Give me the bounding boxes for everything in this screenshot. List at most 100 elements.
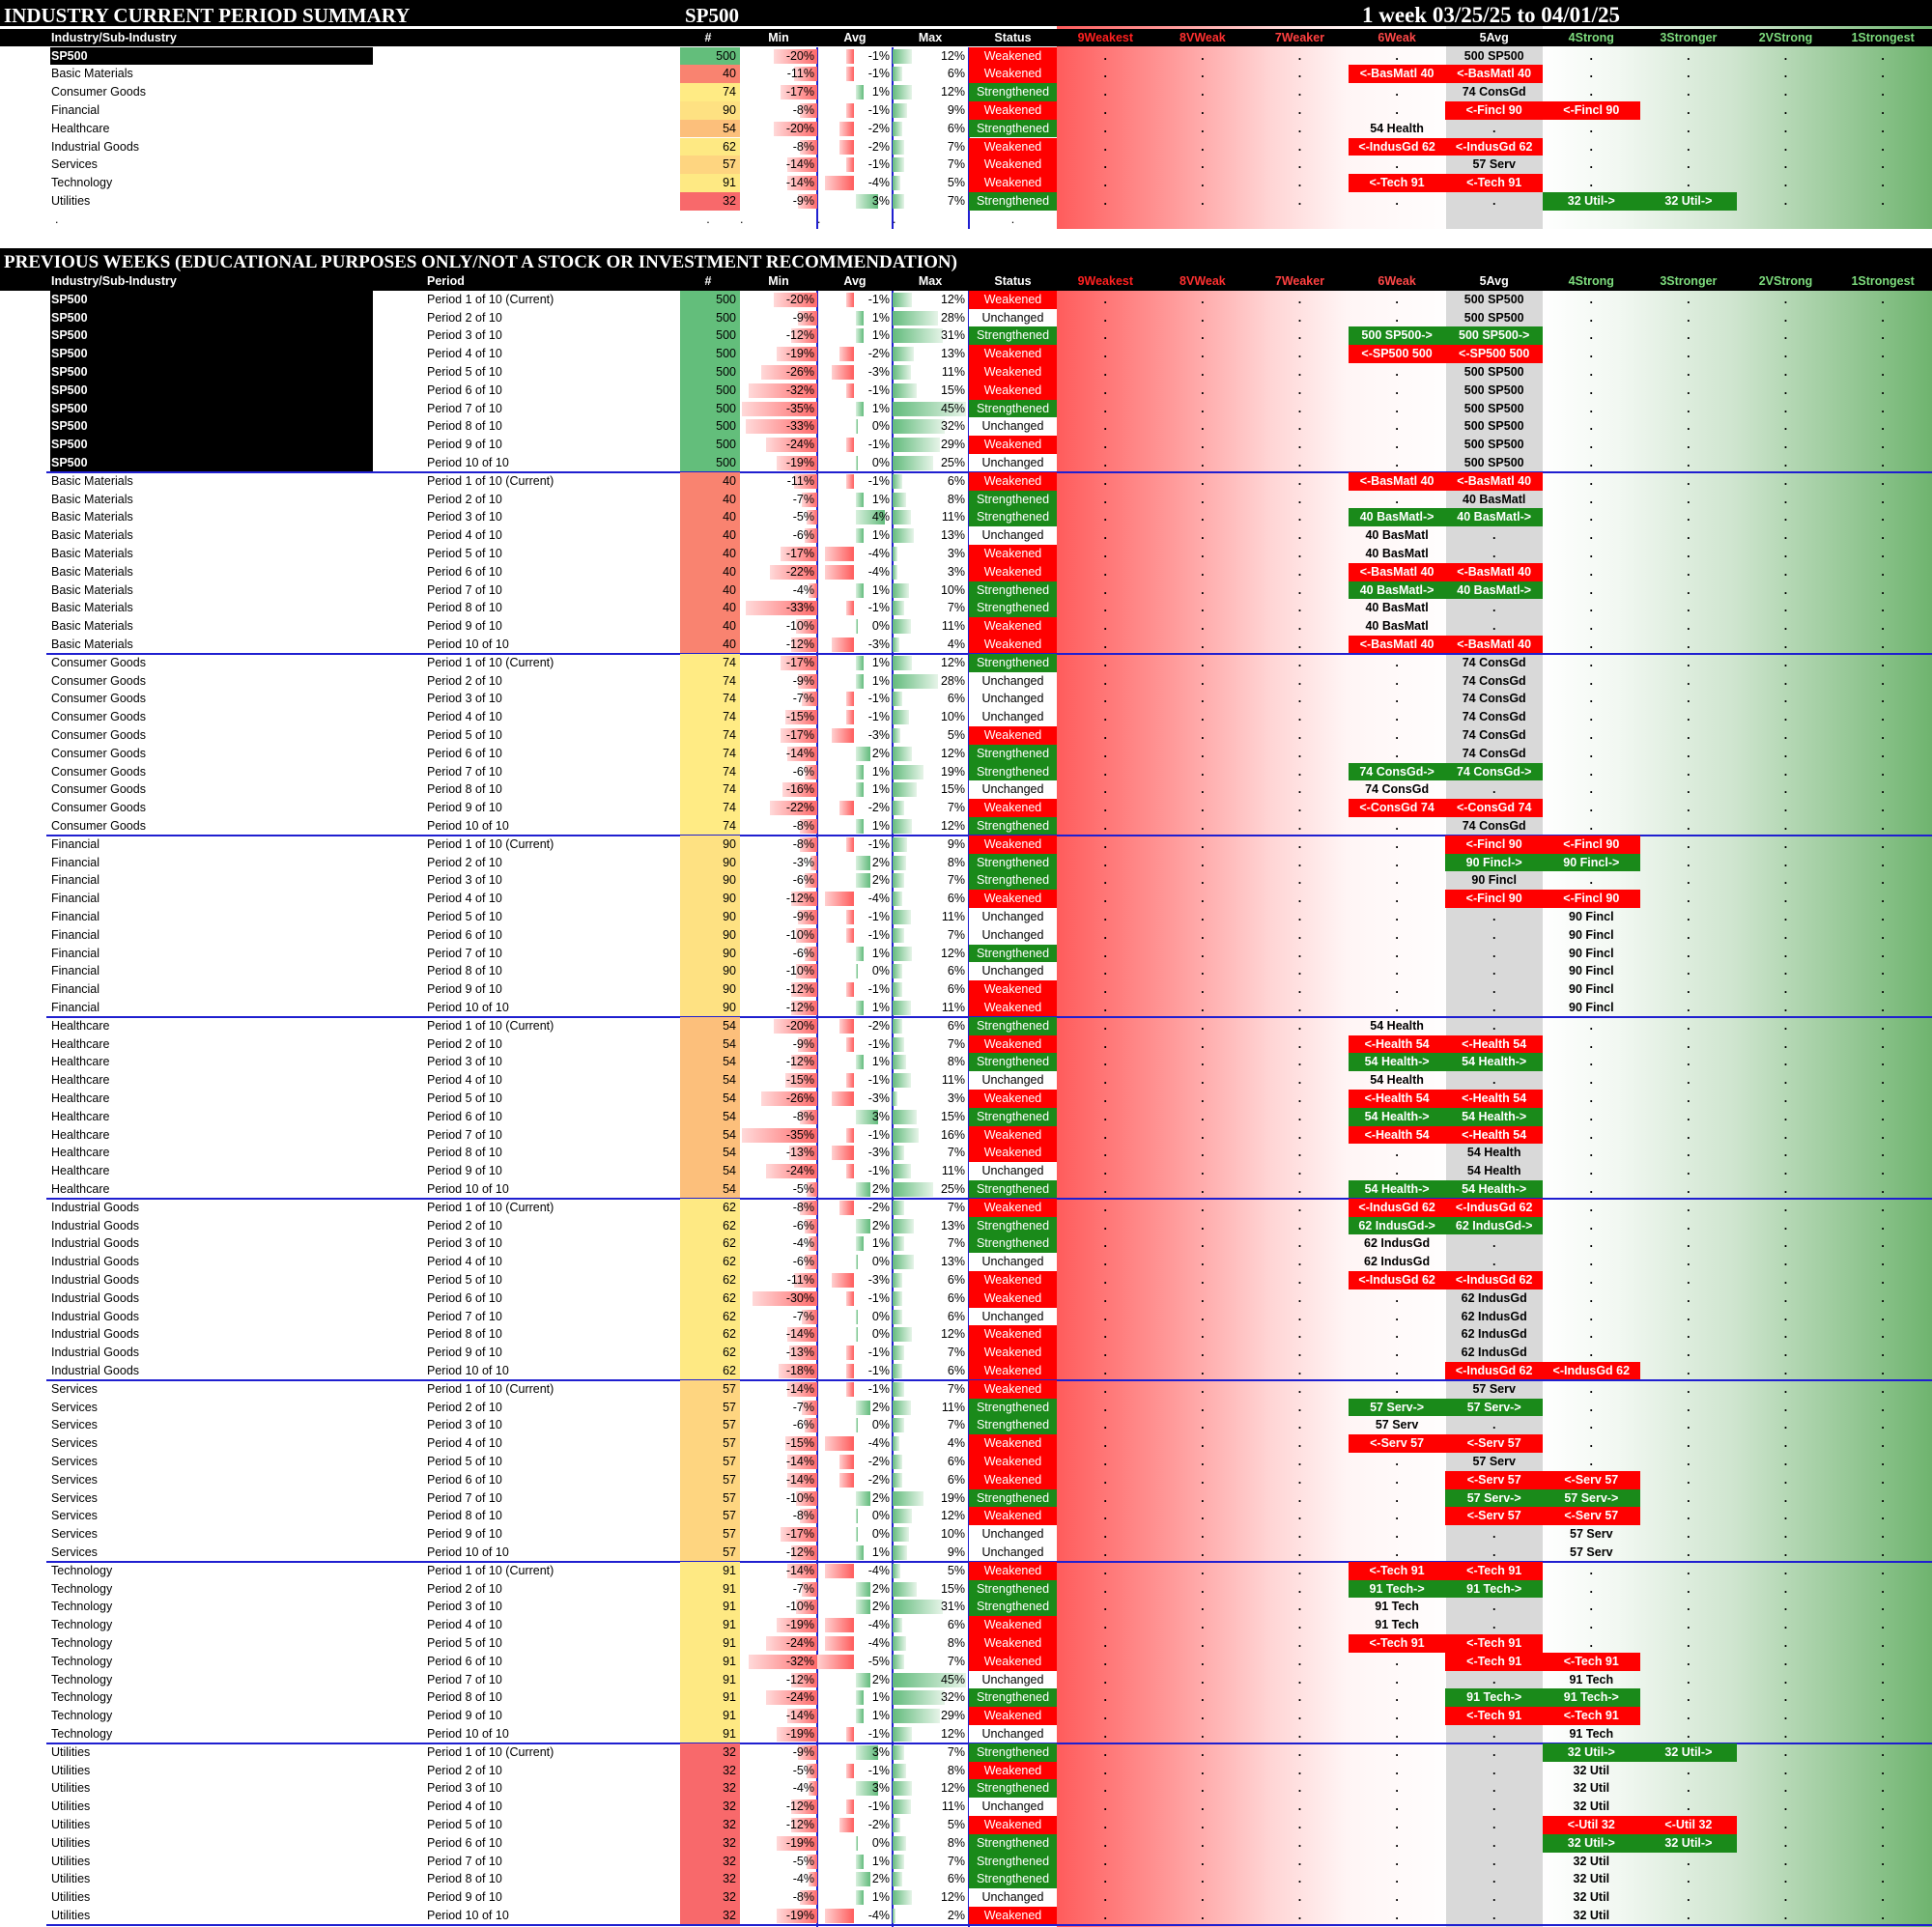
rating-cell: . [1687, 1472, 1690, 1487]
avg-bar [856, 1327, 858, 1343]
min-cell: -12% [740, 1544, 817, 1562]
rating-cell: . [1589, 1055, 1594, 1069]
max-cell: 8% [893, 854, 968, 872]
rating-cell: . [1201, 836, 1205, 851]
avg-value: -1% [867, 601, 890, 615]
rating-cell: . [1201, 692, 1205, 706]
max-bar [893, 1818, 901, 1832]
max-bar [893, 1109, 918, 1124]
avg-bar [824, 1563, 854, 1578]
avg-bar [846, 1799, 854, 1815]
industry-name: Industrial Goods [51, 1255, 140, 1269]
max-value: 6% [947, 473, 965, 488]
rating-cell: . [1492, 1727, 1496, 1741]
column-divider [892, 290, 894, 1927]
table-row: Technology Period 2 of 10 91 -7% 2% 15% Streng… [0, 1579, 1932, 1599]
min-cell: -15% [740, 1071, 817, 1090]
header-industry: Industry/Sub-Industry [51, 30, 177, 44]
rating-cell: . [1297, 365, 1302, 379]
status-badge: Unchanged [969, 962, 1057, 981]
rating-cell: . [1103, 1818, 1108, 1831]
rating-cell: . [1297, 401, 1302, 415]
rating-cell: . [1201, 1236, 1205, 1251]
rating-cell: <-BasMatl 40 [1445, 636, 1543, 654]
max-cell: 6% [893, 1453, 968, 1471]
avg-cell: 1% [817, 1544, 893, 1562]
rating-cell: 91 Tech-> [1348, 1579, 1446, 1599]
rating-cell: . [1103, 1545, 1108, 1559]
rating-cell: . [1589, 419, 1594, 434]
avg-cell: -1% [817, 1071, 893, 1090]
avg-cell: -4% [817, 1616, 893, 1634]
rating-cell: . [1783, 1091, 1788, 1105]
max-value: 6% [947, 1455, 965, 1468]
max-cell: 5% [893, 1562, 968, 1580]
rating-cell: . [1881, 728, 1885, 742]
table-row: Healthcare Period 9 of 10 54 -24% -1% 11% Unch… [0, 1162, 1932, 1180]
rating-cell: . [1297, 176, 1302, 190]
table-row: Technology Period 4 of 10 91 -19% -4% 6% Weake… [0, 1616, 1932, 1634]
status-badge: Weakened [969, 1325, 1057, 1345]
rating-cell: . [1881, 67, 1885, 81]
rating-cell: . [1881, 1763, 1885, 1777]
rating-cell: . [1687, 1909, 1690, 1922]
period-label: Period 5 of 10 [427, 728, 502, 742]
min-cell: -6% [740, 763, 817, 781]
rating-cell: . [1783, 782, 1788, 797]
rating-cell: 62 IndusGd [1461, 1290, 1527, 1305]
period-label: Period 1 of 10 (Current) [427, 1563, 554, 1577]
avg-value: -1% [867, 1036, 890, 1051]
stock-count: 74 [680, 744, 740, 763]
rating-cell: . [1589, 1109, 1594, 1123]
avg-bar [846, 1727, 854, 1742]
rating-cell: . [1492, 528, 1496, 543]
avg-bar [832, 1146, 854, 1161]
max-bar [893, 1581, 918, 1597]
rating-cell: . [1492, 1073, 1496, 1088]
rating-cell: . [1881, 102, 1885, 117]
rating-cell: . [1201, 157, 1205, 172]
avg-cell: -1% [817, 1126, 893, 1145]
min-cell: -10% [740, 1489, 817, 1508]
avg-bar [856, 1236, 864, 1252]
min-cell: -8% [740, 836, 817, 854]
table-row: Consumer Goods Period 6 of 10 74 -14% 2% 12% S… [0, 744, 1932, 763]
avg-value: 0% [871, 1327, 890, 1342]
max-cell: 31% [893, 326, 968, 345]
rating-cell: . [1201, 964, 1205, 978]
rating-cell: . [1297, 1127, 1302, 1142]
rating-cell: . [1687, 564, 1690, 579]
min-bar [781, 655, 817, 670]
table-row: Technology Period 5 of 10 91 -24% -4% 8% Weake… [0, 1634, 1932, 1653]
rating-cell: . [1297, 582, 1302, 597]
min-cell: -35% [740, 400, 817, 418]
max-value: 11% [941, 1400, 965, 1414]
min-cell: -10% [740, 1598, 817, 1616]
max-bar [893, 1018, 903, 1034]
period-label: Period 4 of 10 [427, 1618, 502, 1632]
period-label: Period 10 of 10 [427, 456, 509, 469]
rating-cell: . [1783, 1709, 1788, 1723]
rating-cell: . [1297, 48, 1302, 63]
avg-value: -1% [867, 67, 890, 81]
avg-bar [856, 1400, 871, 1415]
avg-value: -2% [867, 801, 890, 815]
min-value: -9% [792, 310, 814, 325]
avg-cell: 1% [817, 817, 893, 836]
table-row: Technology Period 9 of 10 91 -14% 1% 29% Weake… [0, 1707, 1932, 1725]
max-bar [893, 819, 913, 834]
rating-cell: . [1687, 1799, 1690, 1814]
rating-cell: . [1783, 946, 1788, 960]
min-cell: -30% [740, 1289, 817, 1308]
rating-cell: . [1687, 48, 1690, 63]
table-row: Basic Materials Period 10 of 10 40 -12% -3% 4… [0, 636, 1932, 654]
rating-cell: <-Health 54 [1348, 1034, 1446, 1054]
max-cell: 7% [893, 1743, 968, 1762]
industry-name: Industrial Goods [51, 1273, 140, 1287]
rating-cell: . [1103, 1091, 1108, 1105]
avg-value: -1% [867, 1727, 890, 1741]
rating-cell: . [1783, 1309, 1788, 1323]
rating-cell: . [1395, 102, 1399, 117]
period-label: Period 2 of 10 [427, 673, 502, 688]
stock-count: 500 [680, 308, 740, 327]
